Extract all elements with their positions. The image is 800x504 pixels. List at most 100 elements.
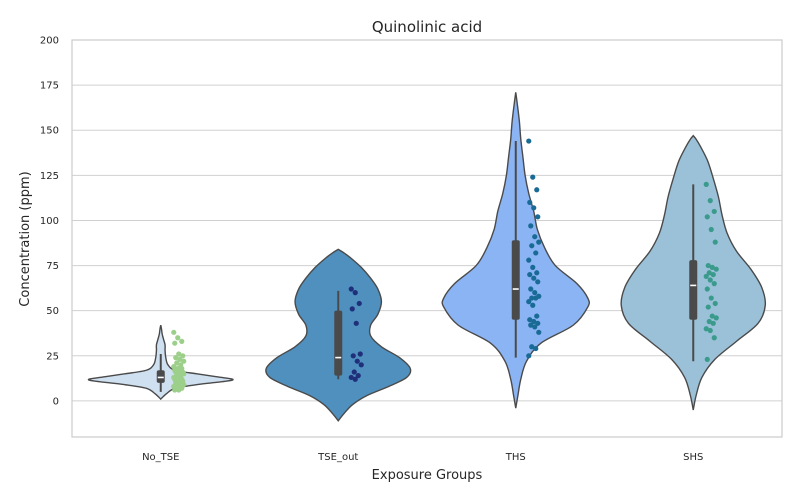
data-point [707,198,713,204]
inner-boxes [156,141,698,392]
data-point [704,286,710,292]
x-tick-labels: No_TSE TSE_out THS SHS [142,452,703,463]
data-point [704,356,710,363]
iqr-box [511,240,520,320]
data-point [709,264,715,270]
data-point [707,277,713,283]
data-point [712,300,718,307]
data-point [534,270,540,276]
data-point [527,317,533,323]
data-point [526,257,532,263]
data-point [530,174,536,180]
data-point [536,329,542,335]
y-tick-label: 100 [40,216,59,227]
data-point [348,286,354,292]
data-point [530,302,536,308]
data-point [704,214,710,220]
data-point [175,335,181,341]
data-point [533,345,539,352]
y-tick-label: 50 [46,306,59,317]
x-tick-label: SHS [683,452,703,463]
data-point [535,320,541,326]
chart-title: Quinolinic acid [372,18,482,36]
data-point [711,281,717,287]
strip-points [171,138,719,393]
data-point [176,351,182,357]
data-point [179,338,185,344]
data-point [177,356,183,363]
y-tick-label: 0 [53,396,59,407]
data-point [526,353,532,359]
data-point [352,290,358,296]
data-point [703,273,709,279]
data-point [528,286,534,292]
data-point [357,351,363,357]
data-point [532,234,538,240]
data-point [353,320,359,326]
data-point [706,318,712,325]
data-point [529,243,535,249]
data-point [173,355,179,361]
data-point [530,264,536,270]
x-axis-title: Exposure Groups [372,468,483,483]
data-point [707,327,713,334]
iqr-box [156,370,165,383]
data-point [354,358,360,364]
plot-frame [71,39,783,438]
iqr-box [334,310,343,376]
data-point [532,324,538,330]
data-point [352,376,358,382]
data-point [703,181,709,187]
data-point [710,271,716,278]
data-point [180,353,186,359]
y-tick-label: 125 [40,171,59,182]
data-point [708,295,714,301]
data-point [706,270,712,276]
data-point [705,262,711,269]
data-point [535,279,541,285]
data-point [529,344,535,350]
data-point [527,271,533,278]
y-tick-label: 175 [40,81,59,92]
y-tick-label: 25 [46,351,59,362]
iqr-box [689,260,698,320]
y-tick-labels: 0 25 50 75 100 125 150 175 200 [40,36,59,408]
x-tick-label: THS [505,452,526,463]
data-point [536,239,542,245]
data-point [703,326,709,332]
y-tick-label: 150 [40,126,59,137]
data-point [528,322,534,328]
data-point [349,306,355,312]
data-point [710,320,716,326]
data-point [532,290,538,296]
data-point [176,387,182,393]
data-point [526,138,532,144]
data-point [172,387,178,393]
x-tick-label: No_TSE [142,452,179,463]
data-point [534,313,540,319]
data-point [711,208,717,215]
y-tick-label: 75 [46,261,59,272]
data-point [534,187,540,193]
data-point [350,353,356,359]
data-point [711,335,717,341]
data-point [526,299,532,305]
data-point [531,318,537,325]
data-point [527,199,533,206]
data-point [535,214,541,220]
data-point [358,362,364,368]
data-point [708,226,714,233]
data-point [713,266,719,272]
data-point [712,239,718,245]
data-point [528,223,534,229]
y-axis-title: Concentration (ppm) [18,171,33,306]
data-point [351,369,357,375]
data-point [356,300,362,307]
data-point [171,329,177,335]
data-point [529,295,535,301]
data-point [533,250,539,256]
data-point [172,340,178,346]
data-point [531,275,537,281]
